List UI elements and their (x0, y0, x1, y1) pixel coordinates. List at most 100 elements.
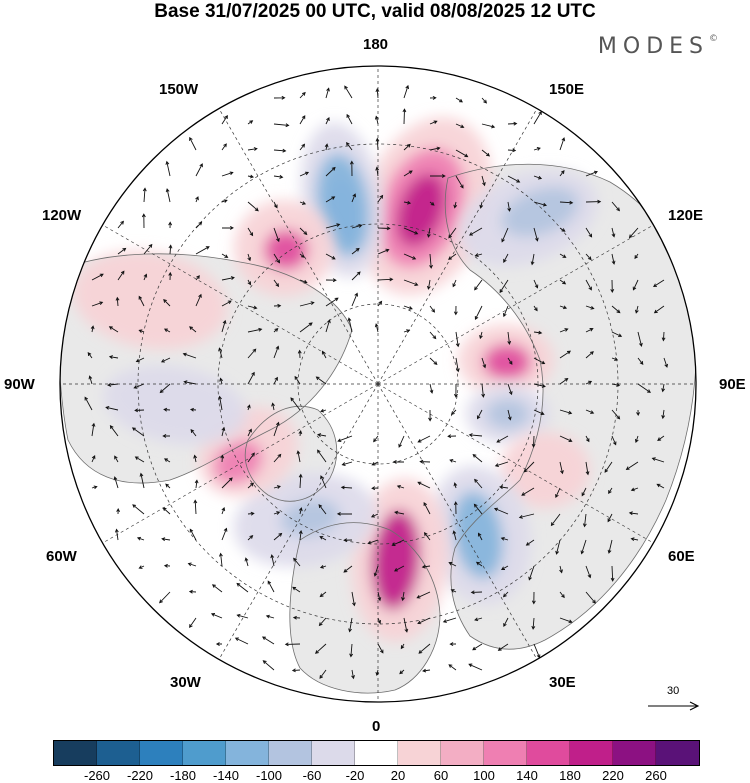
colorbar-tick-label: 60 (433, 768, 449, 783)
north-pacific-high-anomaly (359, 116, 493, 296)
wind-arrow (325, 166, 336, 177)
modes-logo: MODES© (598, 34, 718, 59)
wind-arrow (479, 201, 484, 209)
wind-arrow (494, 461, 509, 467)
east-siberia-low-anomaly (458, 169, 598, 267)
wind-arrow (343, 538, 353, 543)
wind-arrow (479, 331, 483, 340)
wind-arrow (117, 220, 124, 229)
wind-arrow (470, 590, 483, 595)
wind-arrow (267, 580, 275, 593)
wind-arrow (134, 408, 145, 413)
meridian-line (102, 383, 379, 544)
wind-arrow (298, 507, 303, 515)
colorbar-tick-label: -20 (345, 768, 365, 783)
wind-arrow (377, 300, 383, 307)
wind-arrow (351, 247, 360, 255)
wind-arrow (168, 221, 173, 229)
wind-arrow (343, 565, 353, 573)
wind-arrow (159, 383, 171, 394)
wind-arrow (114, 455, 119, 463)
wind-arrow (426, 279, 431, 290)
wind-arrow (374, 115, 379, 125)
wind-arrow (392, 460, 405, 464)
hudson-low-anomaly (103, 365, 247, 445)
wind-arrow (429, 383, 434, 394)
polar-map[interactable] (0, 0, 750, 735)
colorbar-tick-label: 20 (390, 768, 406, 783)
wind-arrow (453, 482, 458, 489)
wind-arrow (195, 163, 203, 177)
wind-arrow (468, 663, 483, 671)
anomaly-contour (500, 432, 590, 508)
wind-arrow (299, 279, 308, 284)
wind-arrow (299, 301, 315, 307)
lon-label-60e: 60E (668, 548, 695, 565)
wind-arrow (273, 485, 281, 489)
bering-low-anomaly (300, 122, 384, 278)
colorbar-tick-label: 140 (516, 768, 538, 783)
wind-arrow (452, 279, 457, 288)
wind-arrow (481, 383, 486, 398)
wind-arrow (559, 305, 568, 310)
wind-arrow (290, 397, 301, 411)
colorbar-cell (570, 741, 613, 765)
wind-arrow (481, 123, 496, 129)
wind-arrow (299, 227, 308, 236)
wind-arrow (320, 475, 327, 489)
wind-arrow (474, 305, 483, 321)
wind-arrow (195, 246, 210, 255)
wind-arrow (403, 329, 411, 333)
wind-arrow (423, 532, 431, 541)
wind-arrow (528, 565, 535, 581)
wind-arrow (375, 669, 380, 677)
wind-arrow (247, 147, 258, 151)
wind-arrow (403, 253, 417, 260)
wind-arrow (211, 584, 223, 593)
wind-arrow (533, 305, 538, 312)
colorbar-cell (613, 741, 656, 765)
wind-arrow (299, 201, 307, 205)
wind-arrow (320, 408, 327, 413)
wind-arrow (481, 97, 488, 104)
colorbar-cell (140, 741, 183, 765)
wind-arrow (247, 253, 252, 262)
wind-arrow (349, 160, 354, 177)
wind-arrow (273, 421, 280, 437)
wind-arrow (336, 512, 353, 516)
wind-arrow (234, 637, 249, 645)
wind-arrow (138, 329, 145, 333)
wind-arrow (403, 227, 419, 235)
wind-arrow (428, 409, 432, 422)
wind-arrow (652, 279, 665, 288)
wind-arrow (442, 617, 457, 623)
colorbar-tick-label: -60 (302, 768, 322, 783)
wind-arrow (344, 85, 353, 99)
wind-arrow (447, 434, 457, 439)
wind-arrow (367, 539, 379, 545)
wind-arrow (637, 357, 644, 365)
wind-arrow (273, 511, 281, 515)
wind-arrow (521, 487, 535, 496)
wind-arrow (501, 227, 509, 243)
wind-arrow (221, 426, 226, 437)
wind-arrow (448, 253, 457, 260)
wind-arrow (429, 253, 433, 269)
anomaly-contour (329, 178, 359, 242)
wind-arrow (337, 435, 353, 443)
wind-arrow (299, 91, 306, 99)
wind-arrow (585, 279, 592, 291)
wind-arrow (423, 501, 431, 515)
wind-arrow (247, 305, 258, 310)
wind-arrow (221, 507, 226, 515)
wind-arrow (507, 409, 512, 421)
wind-arrow (195, 275, 200, 281)
wind-arrow (163, 299, 171, 307)
wind-arrow (113, 476, 119, 489)
wind-arrow (559, 565, 563, 574)
wind-arrow (161, 537, 171, 542)
wind-arrow (347, 317, 353, 333)
wind-arrow (215, 642, 222, 646)
latitude-circle (217, 223, 539, 545)
wind-arrow (507, 383, 513, 396)
